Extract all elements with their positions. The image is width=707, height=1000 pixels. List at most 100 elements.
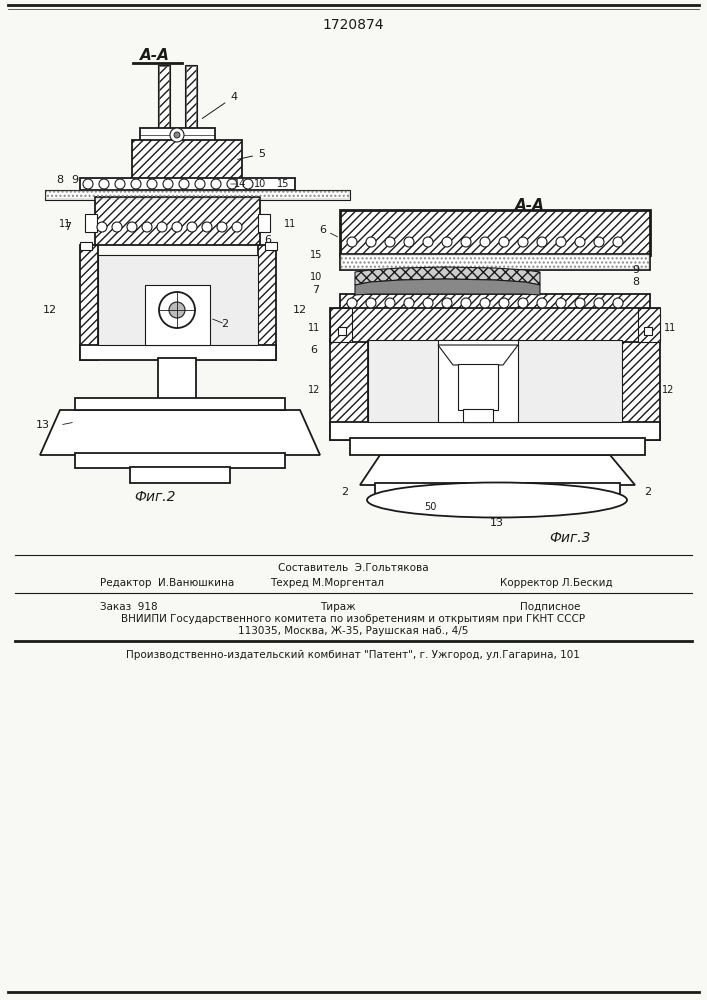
Ellipse shape: [367, 483, 627, 518]
Circle shape: [480, 298, 490, 308]
Bar: [132, 140, 242, 180]
Text: 7: 7: [64, 222, 71, 232]
Text: ВНИИПИ Государственного комитета по изобретениям и открытиям при ГКНТ СССР: ВНИИПИ Государственного комитета по изоб…: [121, 614, 585, 624]
Circle shape: [461, 298, 471, 308]
Bar: [368, 340, 622, 422]
Text: Корректор Л.Бескид: Корректор Л.Бескид: [500, 578, 613, 588]
Bar: [340, 210, 650, 255]
Bar: [463, 409, 493, 422]
Text: 12: 12: [662, 385, 674, 395]
Circle shape: [170, 128, 184, 142]
Circle shape: [127, 222, 137, 232]
Bar: [330, 308, 352, 342]
Text: 8: 8: [633, 277, 640, 287]
Bar: [330, 340, 368, 440]
Bar: [75, 398, 285, 410]
Circle shape: [518, 237, 528, 247]
Circle shape: [227, 179, 237, 189]
Circle shape: [217, 222, 227, 232]
Text: Фиг.3: Фиг.3: [549, 531, 591, 545]
Circle shape: [385, 298, 395, 308]
Text: 10: 10: [254, 179, 266, 189]
Text: 15: 15: [277, 179, 289, 189]
Text: 13: 13: [36, 420, 50, 430]
Bar: [80, 242, 92, 250]
Circle shape: [442, 298, 452, 308]
Text: Техред М.Моргентал: Техред М.Моргентал: [270, 578, 384, 588]
Circle shape: [442, 237, 452, 247]
Text: 6: 6: [320, 225, 327, 235]
Circle shape: [202, 222, 212, 232]
Text: 11: 11: [59, 219, 71, 229]
Text: 10: 10: [310, 272, 322, 282]
Text: 12: 12: [43, 305, 57, 315]
Text: 8: 8: [57, 175, 64, 185]
Circle shape: [461, 237, 471, 247]
Text: 9: 9: [71, 175, 78, 185]
Circle shape: [366, 298, 376, 308]
Circle shape: [115, 179, 125, 189]
Bar: [340, 294, 650, 310]
Circle shape: [147, 179, 157, 189]
Text: 50: 50: [423, 502, 436, 512]
Text: 2: 2: [645, 487, 652, 497]
Bar: [186, 66, 196, 129]
Text: 11: 11: [284, 219, 296, 229]
Bar: [258, 214, 270, 232]
Text: 14: 14: [234, 179, 246, 189]
Polygon shape: [355, 279, 540, 295]
Circle shape: [131, 179, 141, 189]
Circle shape: [556, 298, 566, 308]
Circle shape: [172, 222, 182, 232]
Polygon shape: [355, 267, 540, 285]
Bar: [330, 422, 660, 440]
Text: 9: 9: [633, 265, 640, 275]
Text: Подписное: Подписное: [520, 602, 580, 612]
Circle shape: [157, 222, 167, 232]
Bar: [340, 254, 650, 270]
Bar: [258, 245, 276, 360]
Text: 4: 4: [202, 92, 237, 118]
Circle shape: [575, 298, 585, 308]
Circle shape: [243, 179, 253, 189]
Bar: [130, 467, 230, 483]
Bar: [350, 438, 645, 455]
Circle shape: [556, 237, 566, 247]
Text: 15: 15: [310, 250, 322, 260]
Polygon shape: [438, 345, 518, 365]
Bar: [46, 191, 349, 199]
Text: 12: 12: [293, 305, 307, 315]
Text: 6: 6: [310, 345, 317, 355]
Circle shape: [347, 298, 357, 308]
Text: 11: 11: [308, 323, 320, 333]
Bar: [45, 190, 350, 200]
Circle shape: [163, 179, 173, 189]
Text: 2: 2: [221, 319, 228, 329]
Bar: [80, 345, 276, 360]
Polygon shape: [40, 410, 320, 455]
Circle shape: [404, 237, 414, 247]
Circle shape: [232, 222, 242, 232]
Bar: [80, 178, 295, 190]
Bar: [85, 214, 97, 232]
Circle shape: [112, 222, 122, 232]
Circle shape: [423, 237, 433, 247]
Bar: [375, 483, 620, 500]
Bar: [140, 128, 215, 142]
Text: 12: 12: [308, 385, 320, 395]
Text: 1720874: 1720874: [322, 18, 384, 32]
Circle shape: [575, 237, 585, 247]
Circle shape: [518, 298, 528, 308]
Text: А-А: А-А: [515, 198, 545, 213]
Bar: [158, 358, 196, 400]
Circle shape: [537, 298, 547, 308]
Polygon shape: [360, 455, 635, 485]
Circle shape: [423, 298, 433, 308]
Circle shape: [385, 237, 395, 247]
Text: 7: 7: [312, 285, 320, 295]
Bar: [75, 453, 285, 468]
Circle shape: [169, 302, 185, 318]
Circle shape: [499, 298, 509, 308]
Circle shape: [179, 179, 189, 189]
Bar: [98, 255, 258, 345]
